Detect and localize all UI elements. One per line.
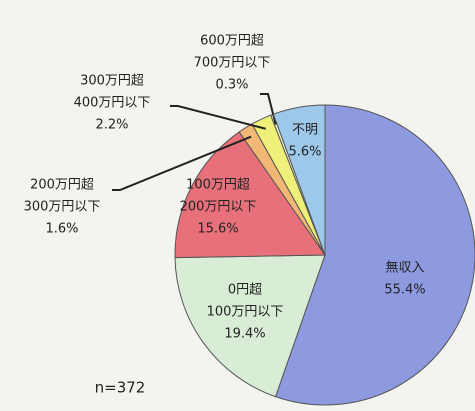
slice-label: 100万円以下 xyxy=(207,305,284,320)
slice-label: 不明 xyxy=(292,123,318,138)
slice-label: 200万円以下 xyxy=(180,200,257,215)
leader-line xyxy=(112,135,252,191)
value-label: 15.6% xyxy=(197,222,238,237)
pie-slice xyxy=(174,131,326,259)
slice-label: 100万円超 xyxy=(186,178,250,193)
slice-label: 700万円以下 xyxy=(194,56,271,71)
value-label: 19.4% xyxy=(224,327,265,342)
value-label: 0.3% xyxy=(215,78,248,93)
value-label: 5.6% xyxy=(288,145,321,160)
value-label: 1.6% xyxy=(45,222,78,237)
slice-label: 0円超 xyxy=(228,283,262,298)
leader-line xyxy=(170,105,266,130)
annotation: n=372 xyxy=(95,379,146,397)
value-label: 2.2% xyxy=(95,118,128,133)
value-label: 55.4% xyxy=(384,283,425,298)
slice-label: 600万円超 xyxy=(200,34,264,49)
slice-label: 400万円以下 xyxy=(74,96,151,111)
slice-label: 300万円超 xyxy=(80,74,144,89)
pie-slice xyxy=(174,254,326,398)
slice-label: 200万円超 xyxy=(30,178,94,193)
slice-label: 無収入 xyxy=(385,261,424,276)
pie-slice xyxy=(272,104,326,256)
slice-label: 300万円以下 xyxy=(24,200,101,215)
